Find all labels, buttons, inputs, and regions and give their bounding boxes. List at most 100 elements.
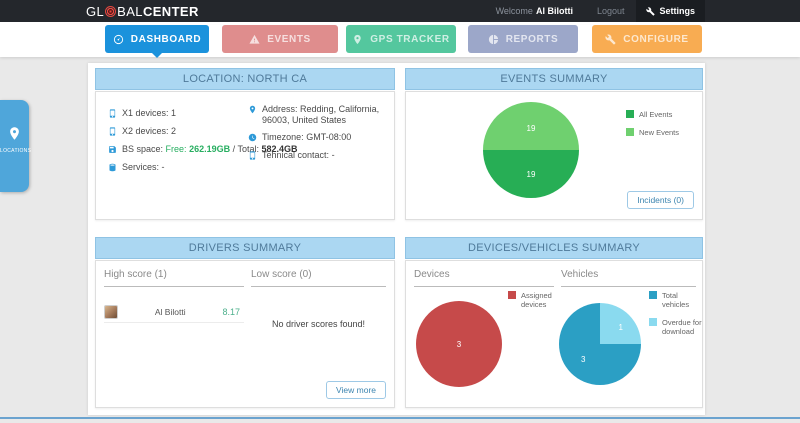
devices-vehicles-summary-body: Devices Vehicles 3 Assigned devices 3 1 … bbox=[405, 260, 703, 408]
logo-text-center: CENTER bbox=[142, 3, 199, 19]
location-panel: LOCATION: NORTH CA X1 devices: 1 X2 devi… bbox=[95, 68, 395, 220]
bs-free-value: 262.19GB bbox=[189, 144, 231, 154]
map-pin-icon bbox=[354, 34, 362, 44]
vehicles-header: Vehicles bbox=[561, 269, 696, 287]
x1-devices-item: X1 devices: 1 bbox=[108, 108, 176, 119]
tab-configure[interactable]: CONFIGURE bbox=[592, 25, 702, 53]
legend-item-new-events: New Events bbox=[626, 128, 679, 137]
no-driver-scores-text: No driver scores found! bbox=[271, 319, 366, 329]
bottom-accent-line bbox=[0, 417, 800, 419]
legend-item-all-events: All Events bbox=[626, 110, 679, 119]
welcome-text: Welcome Al Bilotti bbox=[484, 0, 585, 22]
legend-item-overdue-download: Overdue for download bbox=[649, 318, 704, 336]
bs-total-value: 582.4GB bbox=[261, 144, 298, 154]
devices-pie-chart: 3 bbox=[416, 301, 502, 387]
drivers-summary-panel: DRIVERS SUMMARY High score (1) Low score… bbox=[95, 237, 395, 408]
tab-dashboard-label: DASHBOARD bbox=[130, 33, 202, 45]
driver-avatar bbox=[104, 304, 118, 319]
device-icon bbox=[109, 127, 116, 136]
drivers-summary-title: DRIVERS SUMMARY bbox=[95, 237, 395, 259]
x1-devices-label: X1 devices: bbox=[122, 108, 169, 118]
clock-icon bbox=[248, 133, 257, 142]
hdd-icon bbox=[109, 146, 116, 153]
pie-chart-icon bbox=[488, 34, 498, 44]
events-summary-title: EVENTS SUMMARY bbox=[405, 68, 703, 90]
tab-reports[interactable]: REPORTS bbox=[468, 25, 578, 53]
wrench-icon bbox=[646, 6, 656, 16]
new-events-slice-label: 19 bbox=[526, 124, 536, 133]
tab-gps-tracker[interactable]: GPS TRACKER bbox=[346, 25, 456, 53]
username: Al Bilotti bbox=[535, 6, 573, 16]
tab-dashboard[interactable]: DASHBOARD bbox=[105, 25, 209, 58]
bs-free-label: Free: bbox=[165, 144, 187, 154]
logout-link[interactable]: Logout bbox=[596, 6, 625, 16]
assigned-devices-slice-label: 3 bbox=[456, 340, 462, 349]
location-panel-title: LOCATION: NORTH CA bbox=[95, 68, 395, 90]
driver-row[interactable]: Al Bilotti 8.17 bbox=[104, 301, 244, 323]
low-score-header: Low score (0) bbox=[251, 269, 386, 287]
target-icon bbox=[105, 5, 117, 17]
total-vehicles-swatch bbox=[649, 291, 657, 299]
total-vehicles-slice-label: 3 bbox=[581, 355, 586, 364]
all-events-swatch bbox=[626, 110, 634, 118]
x2-devices-label: X2 devices: bbox=[122, 126, 169, 136]
settings-button[interactable]: Settings bbox=[636, 0, 705, 22]
devices-header: Devices bbox=[414, 269, 554, 287]
technical-contact-label: Tehnical contact: bbox=[262, 150, 330, 160]
x2-devices-value: 2 bbox=[171, 126, 177, 136]
all-events-slice-label: 19 bbox=[526, 170, 536, 179]
all-events-label: All Events bbox=[639, 110, 673, 119]
address-value: Redding, California, 96003, United State… bbox=[262, 104, 380, 125]
x1-devices-value: 1 bbox=[171, 108, 177, 118]
services-value: - bbox=[161, 162, 165, 172]
bs-space-item: BS space: Free: 262.19GB / Total: 582.4G… bbox=[108, 144, 298, 155]
address-item: Address: Redding, California, 96003, Uni… bbox=[248, 104, 386, 126]
topbar-right: Welcome Al Bilotti Logout Settings bbox=[484, 0, 705, 22]
tab-gps-tracker-label: GPS TRACKER bbox=[370, 33, 450, 45]
vehicles-legend: Total vehicles Overdue for download bbox=[649, 291, 704, 336]
tab-reports-label: REPORTS bbox=[505, 33, 559, 45]
high-score-header: High score (1) bbox=[104, 269, 244, 287]
warning-triangle-icon bbox=[249, 34, 260, 44]
phone-icon bbox=[249, 151, 256, 160]
view-more-button[interactable]: View more bbox=[326, 381, 386, 399]
timezone-item: Timezone: GMT-08:00 bbox=[248, 132, 351, 143]
drivers-summary-body: High score (1) Low score (0) Al Bilotti … bbox=[95, 260, 395, 408]
new-events-label: New Events bbox=[639, 128, 680, 137]
timezone-value: GMT-08:00 bbox=[306, 132, 352, 142]
driver-name: Al Bilotti bbox=[154, 306, 186, 317]
events-summary-body: 19 19 All Events New Events Incidents (0… bbox=[405, 91, 703, 220]
incidents-button[interactable]: Incidents (0) bbox=[627, 191, 694, 209]
device-icon bbox=[109, 109, 116, 118]
services-item: Services: - bbox=[108, 162, 165, 173]
assigned-devices-label: Assigned devices bbox=[521, 291, 552, 309]
devices-vehicles-summary-title: DEVICES/VEHICLES SUMMARY bbox=[405, 237, 703, 259]
legend-item-total-vehicles: Total vehicles bbox=[649, 291, 704, 309]
settings-label: Settings bbox=[659, 6, 695, 16]
topbar: GL BAL CENTER Welcome Al Bilotti Logout Se… bbox=[0, 0, 800, 22]
total-vehicles-label: Total vehicles bbox=[662, 291, 690, 309]
overdue-download-swatch bbox=[649, 318, 657, 326]
driver-score: 8.17 bbox=[222, 306, 240, 317]
events-pie-chart: 19 19 bbox=[483, 102, 579, 198]
technical-contact-value: - bbox=[331, 150, 335, 160]
address-label: Address: bbox=[262, 104, 298, 114]
legend-item-assigned-devices: Assigned devices bbox=[508, 291, 559, 309]
events-legend: All Events New Events bbox=[626, 110, 679, 137]
welcome-label: Welcome bbox=[495, 6, 533, 16]
map-pin-icon bbox=[10, 127, 19, 140]
logo-text-bal: BAL bbox=[117, 3, 143, 19]
overdue-download-label: Overdue for download bbox=[662, 318, 702, 336]
events-summary-panel: EVENTS SUMMARY 19 19 All Events New Even… bbox=[405, 68, 703, 220]
tab-events[interactable]: EVENTS bbox=[222, 25, 338, 53]
bs-total-label: / Total: bbox=[232, 144, 259, 154]
technical-contact-item: Tehnical contact: - bbox=[248, 150, 335, 161]
database-icon bbox=[109, 163, 116, 172]
sidebar-item-locations-label: LOCATIONS bbox=[0, 148, 32, 154]
timezone-label: Timezone: bbox=[262, 132, 304, 142]
bs-space-label: BS space: bbox=[122, 144, 164, 154]
new-events-swatch bbox=[626, 128, 634, 136]
overdue-slice-label: 1 bbox=[618, 323, 623, 332]
devices-vehicles-summary-panel: DEVICES/VEHICLES SUMMARY Devices Vehicle… bbox=[405, 237, 703, 408]
sidebar-item-locations[interactable]: LOCATIONS bbox=[0, 100, 32, 192]
